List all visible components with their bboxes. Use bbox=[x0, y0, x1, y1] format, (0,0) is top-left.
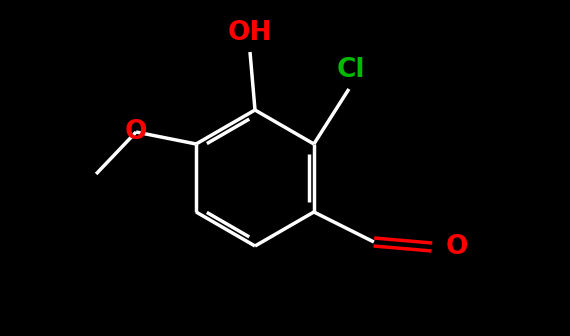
Text: OH: OH bbox=[228, 20, 272, 46]
Text: Cl: Cl bbox=[337, 57, 365, 83]
Text: O: O bbox=[125, 119, 148, 145]
Text: O: O bbox=[446, 234, 469, 260]
